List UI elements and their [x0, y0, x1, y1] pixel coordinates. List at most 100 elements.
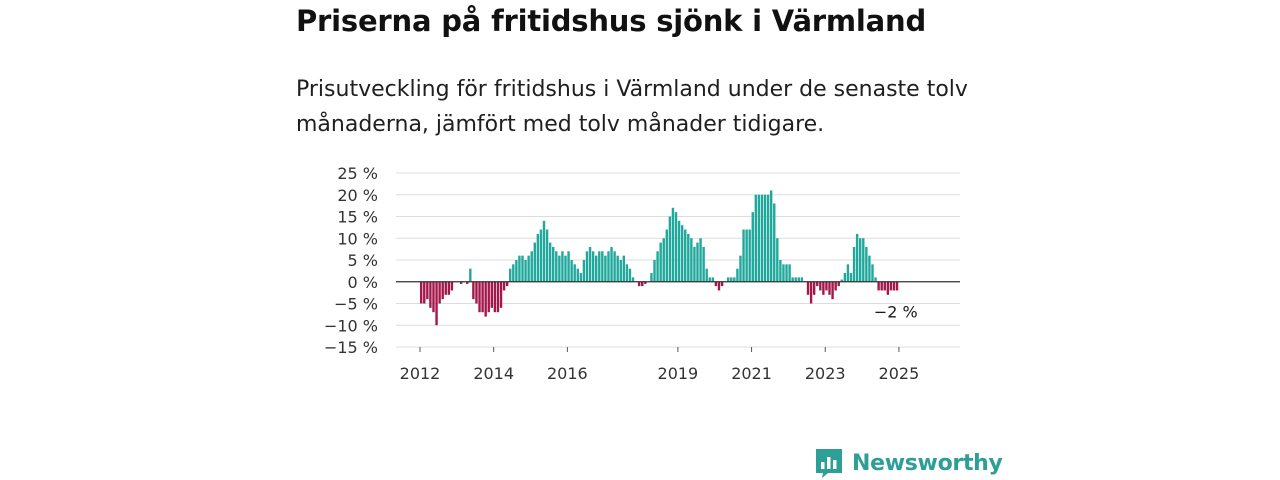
- bar: [684, 229, 687, 282]
- y-tick-label: −5 %: [334, 295, 378, 314]
- bar: [570, 260, 573, 282]
- bar: [800, 277, 804, 282]
- bar: [843, 273, 847, 282]
- bar: [837, 281, 840, 287]
- bar: [521, 255, 524, 282]
- bar: [601, 251, 604, 282]
- bar: [742, 229, 745, 282]
- bar: [849, 273, 853, 282]
- bar: [426, 281, 429, 300]
- bar: [763, 194, 767, 282]
- bar: [564, 255, 567, 282]
- bar: [505, 281, 509, 287]
- bar: [423, 281, 426, 304]
- x-tick-label: 2021: [731, 364, 772, 383]
- x-tick-label: 2025: [879, 364, 920, 383]
- bar: [825, 281, 828, 291]
- bar: [760, 194, 764, 282]
- y-tick-label: 15 %: [337, 208, 378, 227]
- bar: [874, 277, 877, 282]
- bar: [481, 281, 484, 313]
- bar: [776, 238, 779, 282]
- bar: [509, 268, 512, 282]
- bar: [555, 251, 558, 282]
- bar: [429, 281, 432, 308]
- bar: [727, 277, 730, 282]
- bar: [748, 229, 751, 282]
- bar: [524, 260, 527, 282]
- bar: [852, 246, 856, 282]
- bar: [782, 264, 785, 282]
- bar: [444, 281, 447, 295]
- y-tick-label: 5 %: [348, 251, 378, 270]
- bar: [459, 281, 463, 284]
- bar: [791, 277, 794, 282]
- bar: [502, 281, 506, 291]
- bar: [622, 255, 626, 282]
- bar: [548, 242, 552, 282]
- bar: [889, 281, 893, 291]
- bar: [794, 277, 797, 282]
- bar: [628, 268, 632, 282]
- bar: [576, 268, 579, 282]
- bar: [769, 190, 773, 282]
- bar: [530, 251, 533, 282]
- bar: [773, 203, 776, 282]
- brand-name: Newsworthy: [852, 450, 1003, 476]
- bar: [496, 281, 500, 313]
- last-value-annotation: −2 %: [874, 302, 918, 321]
- bar: [591, 251, 595, 282]
- x-tick-label: 2019: [658, 364, 699, 383]
- bar: [705, 268, 708, 282]
- bar: [616, 255, 619, 282]
- bar: [585, 251, 589, 282]
- chart-subtitle: Prisutveckling för fritidshus i Värmland…: [296, 77, 968, 137]
- bar: [573, 264, 576, 282]
- bar: [895, 281, 899, 291]
- bar: [420, 281, 423, 304]
- bar: [831, 281, 834, 300]
- bar: [447, 281, 451, 295]
- bar: [754, 194, 758, 282]
- bar: [702, 246, 705, 282]
- bar: [868, 255, 871, 282]
- bar: [469, 268, 472, 282]
- bar: [472, 281, 475, 300]
- bar: [552, 246, 555, 282]
- bar: [493, 281, 497, 313]
- y-tick-label: 20 %: [337, 186, 378, 205]
- bar: [862, 238, 865, 282]
- bar: [475, 281, 478, 304]
- bar: [779, 260, 782, 282]
- bar: [567, 251, 570, 282]
- x-tick-label: 2014: [473, 364, 514, 383]
- x-axis: 2012 2014 2016 2019 2021 2023 2025: [400, 347, 920, 383]
- bar: [604, 255, 607, 282]
- bars: [420, 190, 899, 326]
- bar: [871, 264, 874, 282]
- bar: [877, 281, 880, 291]
- bar-chart-speech-bubble-icon: [816, 449, 842, 478]
- bar: [512, 264, 515, 282]
- bar: [588, 246, 592, 282]
- bar: [855, 233, 859, 282]
- bar: [736, 268, 739, 282]
- bar: [610, 246, 613, 282]
- bar: [637, 281, 641, 287]
- bar: [757, 194, 761, 282]
- x-tick-label: 2016: [547, 364, 588, 383]
- bar: [828, 281, 831, 295]
- bar: [450, 281, 454, 291]
- bar: [834, 281, 837, 291]
- bar: [892, 281, 896, 291]
- bar: [785, 264, 788, 282]
- newsworthy-brand: Newsworthy: [814, 446, 1003, 480]
- bar: [558, 255, 561, 282]
- bar: [441, 281, 444, 300]
- bar: [687, 233, 690, 282]
- bar: [886, 281, 890, 295]
- bar: [607, 251, 610, 282]
- bar: [653, 260, 656, 282]
- bar: [631, 277, 635, 282]
